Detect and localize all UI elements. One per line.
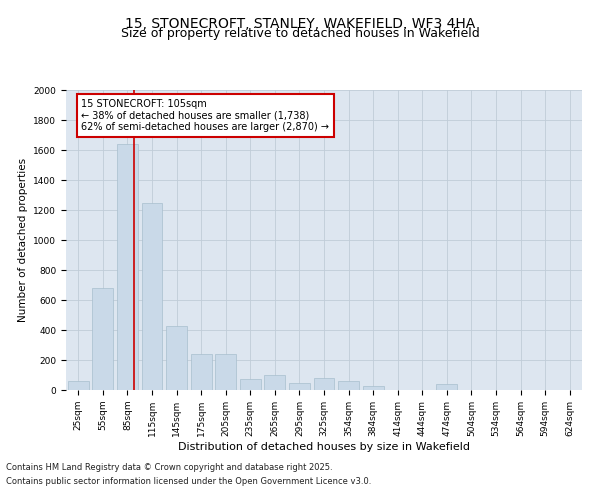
Bar xyxy=(338,381,359,390)
Y-axis label: Number of detached properties: Number of detached properties xyxy=(18,158,28,322)
Text: 15 STONECROFT: 105sqm
← 38% of detached houses are smaller (1,738)
62% of semi-d: 15 STONECROFT: 105sqm ← 38% of detached … xyxy=(82,99,329,132)
Text: Size of property relative to detached houses in Wakefield: Size of property relative to detached ho… xyxy=(121,28,479,40)
Bar xyxy=(142,202,163,390)
Text: Contains public sector information licensed under the Open Government Licence v3: Contains public sector information licen… xyxy=(6,477,371,486)
Bar xyxy=(191,354,212,390)
Bar xyxy=(166,326,187,390)
Bar xyxy=(436,384,457,390)
Bar xyxy=(240,379,261,390)
Text: 15, STONECROFT, STANLEY, WAKEFIELD, WF3 4HA: 15, STONECROFT, STANLEY, WAKEFIELD, WF3 … xyxy=(125,18,475,32)
Bar xyxy=(215,354,236,390)
Bar xyxy=(362,386,383,390)
Text: Contains HM Land Registry data © Crown copyright and database right 2025.: Contains HM Land Registry data © Crown c… xyxy=(6,464,332,472)
Bar xyxy=(68,381,89,390)
Bar xyxy=(117,144,138,390)
Bar xyxy=(289,382,310,390)
Bar xyxy=(265,375,286,390)
Bar xyxy=(92,288,113,390)
Bar xyxy=(314,378,334,390)
X-axis label: Distribution of detached houses by size in Wakefield: Distribution of detached houses by size … xyxy=(178,442,470,452)
